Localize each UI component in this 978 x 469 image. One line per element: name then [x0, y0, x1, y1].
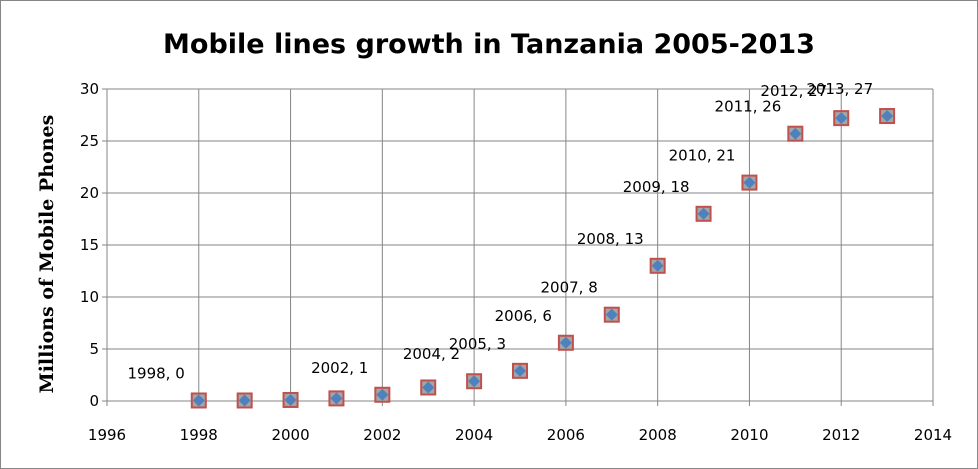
data-label: 2005, 3 [449, 335, 506, 353]
data-point-marker [468, 375, 481, 388]
x-tick-label: 1996 [88, 426, 126, 444]
data-label: 2009, 18 [623, 178, 690, 196]
data-point-marker [789, 127, 802, 140]
data-point-marker [881, 110, 894, 123]
axes [102, 88, 934, 406]
data-point-marker [330, 392, 343, 405]
x-tick-label: 2012 [822, 426, 860, 444]
data-label: 2013, 27 [806, 80, 873, 98]
data-point-marker [514, 364, 526, 377]
data-label: 2006, 6 [495, 307, 552, 325]
grid-lines [107, 88, 934, 401]
data-label: 2010, 21 [669, 147, 736, 165]
data-point-marker [238, 394, 251, 407]
data-point-marker [605, 308, 618, 321]
data-point-marker [192, 394, 205, 407]
data-point-marker [651, 259, 664, 272]
data-point-marker [743, 176, 756, 189]
data-points [190, 108, 896, 409]
y-axis-label: Millions of Mobile Phones [36, 115, 58, 394]
data-point-marker [559, 336, 572, 349]
data-label: 1998, 0 [128, 364, 185, 382]
y-tick-label: 25 [80, 132, 99, 150]
x-tick-label: 2000 [271, 426, 309, 444]
x-tick-label: 2004 [455, 426, 493, 444]
y-tick-label: 10 [80, 288, 99, 306]
y-tick-label: 20 [80, 184, 99, 202]
chart-title: Mobile lines growth in Tanzania 2005-201… [163, 29, 815, 60]
tick-labels: 0 5 10 15 20 25 30 1996 1998 2000 2002 2004 2006 2008… [80, 80, 952, 444]
y-tick-label: 30 [80, 80, 99, 98]
data-point-marker [284, 393, 297, 406]
data-point-marker [422, 381, 435, 394]
data-label: 2002, 1 [311, 359, 368, 377]
data-label: 2012, 27 [760, 82, 827, 100]
x-tick-label: 1998 [180, 426, 218, 444]
y-tick-label: 5 [89, 340, 99, 358]
data-label: 2004, 2 [403, 345, 460, 363]
y-tick-label: 15 [80, 236, 99, 254]
data-label: 2011, 26 [715, 98, 782, 116]
data-point-marker [697, 207, 710, 220]
data-point-marker [835, 112, 848, 125]
data-point-marker [376, 388, 389, 401]
x-tick-label: 2014 [914, 426, 952, 444]
data-label: 2007, 8 [541, 279, 598, 297]
data-label: 2008, 13 [577, 230, 644, 248]
x-tick-label: 2008 [639, 426, 677, 444]
y-tick-label: 0 [89, 392, 99, 410]
x-tick-label: 2006 [547, 426, 585, 444]
x-tick-label: 2002 [363, 426, 401, 444]
x-tick-label: 2010 [730, 426, 768, 444]
